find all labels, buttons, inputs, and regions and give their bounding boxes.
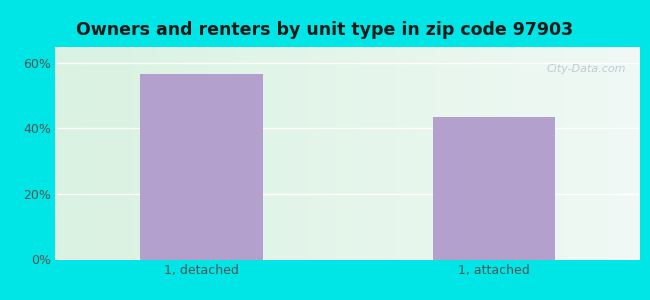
Bar xyxy=(140,74,263,260)
Text: Owners and renters by unit type in zip code 97903: Owners and renters by unit type in zip c… xyxy=(77,21,573,39)
Bar xyxy=(433,117,556,260)
Text: City-Data.com: City-Data.com xyxy=(546,64,625,74)
